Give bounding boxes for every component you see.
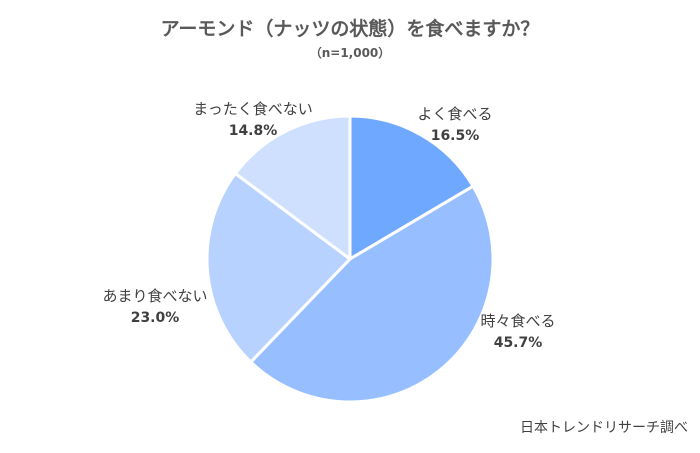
slice-name-often: よく食べる [417, 105, 493, 123]
pie-slice-often [348, 114, 475, 261]
slice-label-sometimes: 時々食べる 45.7% [458, 310, 578, 354]
pie-slice-rarely [205, 172, 352, 364]
pie-slice-sometimes [249, 184, 495, 404]
slice-name-sometimes: 時々食べる [480, 312, 556, 330]
slice-name-rarely: あまり食べない [102, 287, 208, 305]
slice-value-sometimes: 45.7% [493, 335, 543, 351]
chart-subtitle: （n=1,000） [309, 46, 391, 60]
slice-value-never: 14.8% [228, 123, 278, 139]
slice-label-rarely: あまり食べない 23.0% [80, 285, 230, 329]
slice-value-often: 16.5% [430, 128, 480, 144]
slice-label-never: まったく食べない 14.8% [178, 98, 328, 142]
slice-name-never: まったく食べない [193, 100, 313, 118]
chart-title: アーモンド（ナッツの状態）を食べますか？ [160, 18, 540, 40]
slice-label-often: よく食べる 16.5% [395, 103, 515, 147]
source-credit: 日本トレンドリサーチ調べ [520, 420, 688, 436]
slice-value-rarely: 23.0% [130, 310, 180, 326]
pie-slice-never [233, 114, 352, 261]
